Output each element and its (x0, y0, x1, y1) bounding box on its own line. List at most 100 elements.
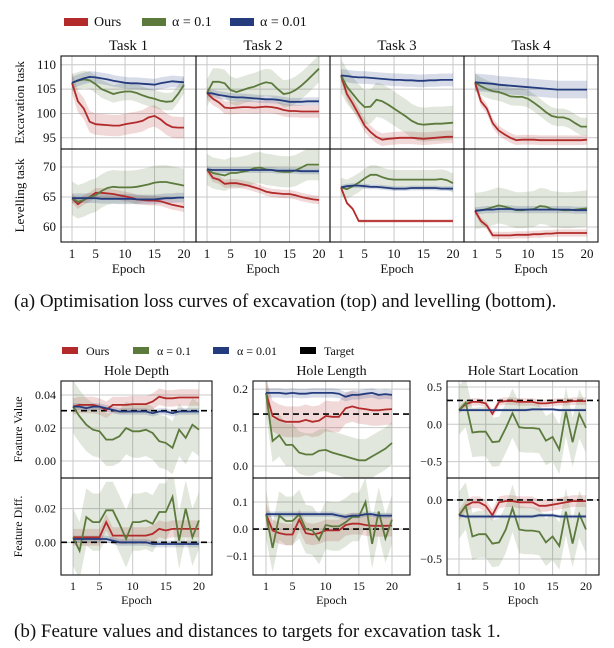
series-line-Ours (206, 92, 319, 113)
band-01 (341, 165, 453, 199)
x-axis-label: Epoch (380, 261, 414, 276)
series-line-001 (266, 513, 392, 518)
x-tick-label: 10 (320, 579, 332, 593)
y-tick-label: −0.5 (420, 455, 442, 469)
x-axis-label: Epoch (514, 261, 548, 276)
figure-b: Ours α = 0.1 α = 0.01 Target 0.00 0.02 0.04 Hol… (11, 344, 600, 607)
series-line-01 (340, 173, 454, 191)
y-tick-label: 0.0 (233, 522, 248, 536)
legend-label: α = 0.1 (157, 344, 191, 358)
y-tick-label: 0.00 (35, 454, 56, 468)
y-tick-label: 0.04 (35, 388, 56, 402)
axes-frame (252, 477, 411, 576)
y-tick-label: 60 (43, 219, 56, 234)
band-001 (341, 183, 453, 191)
band-01 (475, 187, 587, 229)
series-line-01 (458, 503, 587, 549)
x-tick-label: 10 (119, 246, 132, 261)
x-tick-label: 15 (417, 246, 430, 261)
axes-frame (446, 477, 600, 576)
band-Ours (72, 188, 184, 212)
x-tick-label: 10 (513, 579, 525, 593)
y-tick-label: 0.1 (233, 421, 248, 435)
band-01 (72, 165, 184, 219)
band-Ours (341, 69, 453, 147)
panel-b-r0-c2: −0.5 0.0 0.5 Hole Start Location (420, 364, 600, 479)
panel-title: Task 4 (511, 38, 551, 54)
series-line-01 (206, 163, 319, 177)
band-Ours (475, 77, 587, 146)
legend-swatch (213, 347, 229, 354)
legend-swatch (133, 347, 149, 354)
x-tick-label: 20 (580, 579, 592, 593)
series-line-001 (474, 81, 587, 91)
axes-frame (60, 477, 213, 576)
y-tick-label: 70 (43, 159, 56, 174)
panel-title: Task 2 (243, 38, 282, 54)
x-tick-label: 20 (386, 579, 398, 593)
y-tick-label: 0.0 (233, 459, 248, 473)
legend-label: α = 0.01 (260, 15, 307, 30)
x-tick-label: 15 (547, 579, 559, 593)
series-line-01 (71, 78, 185, 103)
x-tick-label: 20 (581, 246, 594, 261)
series-line-001 (340, 74, 453, 82)
series-line-Ours (72, 395, 199, 411)
panel-b-r0-c0: 0.00 0.02 0.04 Hole Depth Feature Value (11, 364, 213, 479)
y-tick-label: −0.1 (226, 549, 248, 563)
x-tick-label: 1 (456, 579, 462, 593)
x-axis-label: Epoch (246, 261, 280, 276)
x-axis-label: Epoch (508, 593, 539, 607)
panel-title: Hole Start Location (468, 364, 578, 379)
series-line-01 (474, 81, 587, 128)
y-tick-label: −0.5 (420, 552, 442, 566)
panel-b-r0-c1: 0.0 0.1 0.2 Hole Length (233, 364, 411, 479)
x-tick-label: 20 (313, 246, 326, 261)
y-tick-label: 0.00 (35, 535, 56, 549)
series-line-01 (458, 400, 587, 453)
x-tick-label: 1 (70, 579, 76, 593)
x-tick-label: 5 (483, 579, 489, 593)
x-tick-label: 20 (447, 246, 460, 261)
legend-label: α = 0.01 (237, 344, 277, 358)
band-001 (341, 69, 453, 88)
band-Ours (459, 495, 586, 522)
x-tick-label: 5 (92, 246, 99, 261)
x-tick-label: 10 (254, 246, 267, 261)
x-tick-label: 1 (204, 246, 211, 261)
legend-swatch (62, 347, 78, 354)
legend-label: Ours (94, 15, 121, 30)
series-line-01 (71, 181, 185, 203)
x-tick-label: 10 (127, 579, 139, 593)
x-tick-label: 5 (290, 579, 296, 593)
x-tick-label: 15 (160, 579, 172, 593)
legend-swatch (64, 18, 88, 26)
series-line-Ours (340, 187, 453, 222)
series-line-001 (474, 208, 587, 212)
legend-label: Ours (86, 344, 110, 358)
y-axis-label: Excavation task (12, 61, 27, 144)
y-tick-label: 105 (37, 81, 57, 96)
x-tick-label: 1 (263, 579, 269, 593)
band-01 (207, 56, 319, 108)
series-line-Ours (458, 400, 586, 416)
series-line-01 (265, 498, 393, 549)
panel-title: Hole Depth (104, 364, 169, 379)
series-line-001 (71, 75, 185, 86)
y-tick-label: 65 (43, 189, 56, 204)
legend-label: α = 0.1 (172, 15, 212, 30)
series-line-Ours (265, 392, 393, 423)
band-01 (475, 73, 587, 136)
legend-label: Target (324, 344, 355, 358)
x-tick-label: 5 (97, 579, 103, 593)
x-tick-label: 5 (361, 246, 368, 261)
y-tick-label: 0.02 (35, 421, 56, 435)
band-01 (459, 381, 586, 475)
x-tick-label: 15 (283, 246, 296, 261)
panel-a-r0-c3: Task 4 (463, 38, 599, 150)
panel-title: Task 1 (109, 38, 148, 54)
axes-frame (463, 148, 599, 243)
